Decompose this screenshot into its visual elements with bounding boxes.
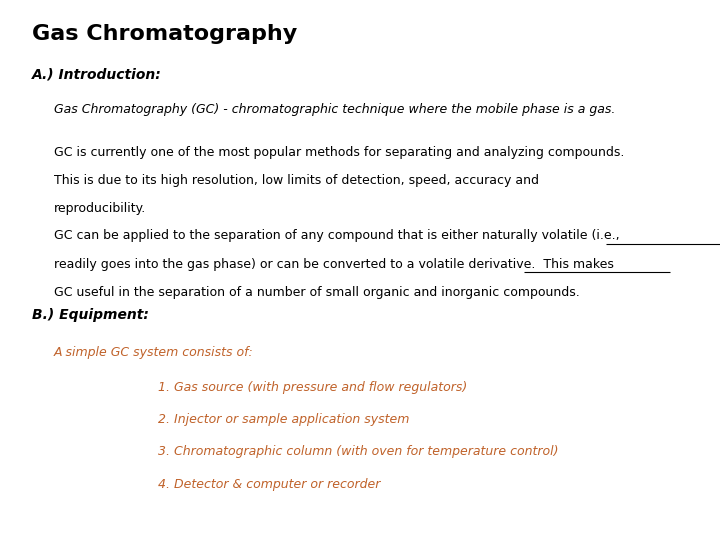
- Text: GC useful in the separation of a number of small organic and inorganic compounds: GC useful in the separation of a number …: [54, 286, 580, 299]
- Text: reproducibility.: reproducibility.: [54, 202, 146, 215]
- Text: readily goes into the gas phase) or can be converted to a volatile derivative.  : readily goes into the gas phase) or can …: [54, 258, 614, 271]
- Text: GC is currently one of the most popular methods for separating and analyzing com: GC is currently one of the most popular …: [54, 146, 624, 159]
- Text: A simple GC system consists of:: A simple GC system consists of:: [54, 346, 253, 359]
- Text: 2. Injector or sample application system: 2. Injector or sample application system: [158, 413, 410, 426]
- Text: Gas Chromatography (GC) - chromatographic technique where the mobile phase is a : Gas Chromatography (GC) - chromatographi…: [54, 103, 616, 116]
- Text: 1. Gas source (with pressure and flow regulators): 1. Gas source (with pressure and flow re…: [158, 381, 468, 394]
- Text: 3. Chromatographic column (with oven for temperature control): 3. Chromatographic column (with oven for…: [158, 446, 559, 458]
- Text: 4. Detector & computer or recorder: 4. Detector & computer or recorder: [158, 478, 381, 491]
- Text: Gas Chromatography: Gas Chromatography: [32, 24, 297, 44]
- Text: This is due to its high resolution, low limits of detection, speed, accuracy and: This is due to its high resolution, low …: [54, 174, 539, 187]
- Text: A.) Introduction:: A.) Introduction:: [32, 68, 162, 82]
- Text: GC can be applied to the separation of any compound that is either naturally vol: GC can be applied to the separation of a…: [54, 230, 620, 242]
- Text: B.) Equipment:: B.) Equipment:: [32, 308, 149, 322]
